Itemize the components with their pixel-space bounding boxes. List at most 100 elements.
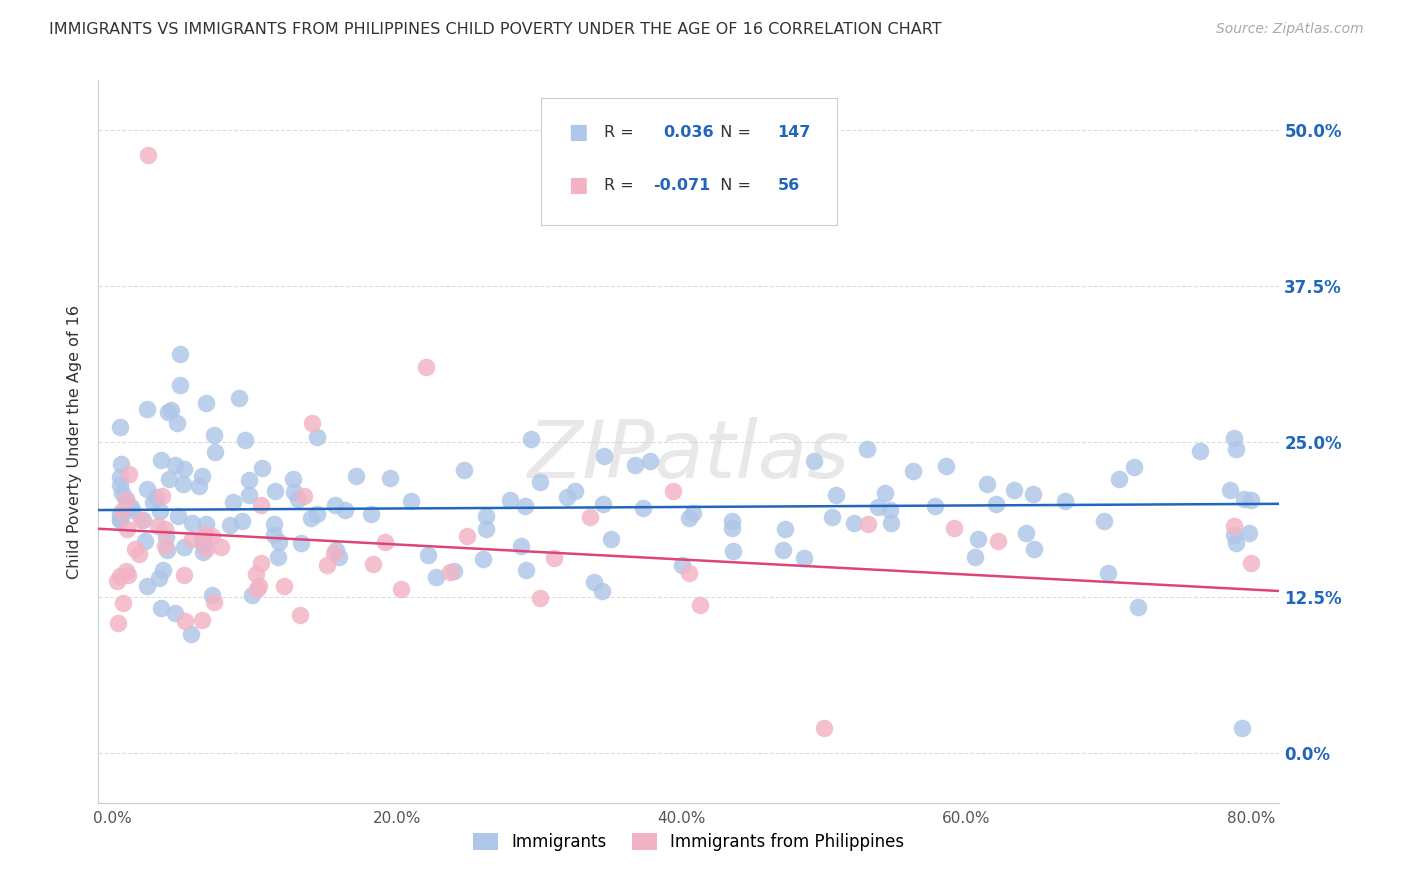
Point — [191, 545, 214, 559]
Point — [115, 493, 138, 508]
Point — [108, 512, 131, 526]
Point — [180, 627, 202, 641]
Point — [416, 548, 439, 562]
Point — [108, 478, 131, 492]
Point — [772, 542, 794, 557]
Point — [135, 402, 157, 417]
Point — [360, 507, 382, 521]
Point — [510, 539, 533, 553]
Point — [150, 600, 173, 615]
Point — [201, 588, 224, 602]
Text: ■: ■ — [568, 175, 588, 195]
Point — [172, 477, 194, 491]
Point — [194, 517, 217, 532]
Point — [1053, 494, 1076, 508]
Point — [325, 543, 347, 558]
Point — [129, 512, 152, 526]
Point — [299, 510, 322, 524]
Point — [118, 467, 141, 482]
Text: 147: 147 — [778, 125, 811, 140]
Point — [115, 564, 138, 578]
Text: 56: 56 — [778, 178, 800, 193]
Point — [1223, 431, 1246, 445]
Point — [399, 493, 422, 508]
Point — [266, 550, 288, 565]
Point — [965, 549, 987, 564]
Point — [287, 492, 309, 507]
Point — [245, 567, 267, 582]
Point — [107, 615, 129, 630]
Point — [1223, 527, 1246, 541]
Point — [108, 569, 131, 583]
Point — [112, 596, 135, 610]
Point — [591, 584, 613, 599]
Point — [204, 445, 226, 459]
Text: IMMIGRANTS VS IMMIGRANTS FROM PHILIPPINES CHILD POVERTY UNDER THE AGE OF 16 CORR: IMMIGRANTS VS IMMIGRANTS FROM PHILIPPINE… — [49, 22, 942, 37]
Point — [443, 564, 465, 578]
Point — [984, 497, 1007, 511]
Text: N =: N = — [710, 178, 756, 193]
Point — [108, 513, 131, 527]
Point — [1022, 487, 1045, 501]
Point — [173, 462, 195, 476]
Point — [194, 542, 217, 557]
Point — [1237, 525, 1260, 540]
Text: N =: N = — [710, 125, 756, 140]
Point — [316, 558, 339, 573]
Point — [155, 530, 177, 544]
Point — [475, 522, 498, 536]
Point — [153, 540, 176, 554]
Point — [267, 534, 290, 549]
Point — [987, 534, 1010, 549]
Point — [374, 535, 396, 549]
Point — [1240, 556, 1263, 570]
Point — [592, 449, 614, 463]
Point — [195, 396, 218, 410]
Point — [156, 542, 179, 557]
Text: R =: R = — [605, 178, 638, 193]
Point — [110, 457, 132, 471]
Point — [288, 608, 311, 623]
Point — [967, 532, 990, 546]
Point — [115, 523, 138, 537]
Point — [671, 558, 693, 572]
Point — [202, 428, 225, 442]
Point — [976, 477, 998, 491]
Point — [803, 453, 825, 467]
Point — [264, 483, 287, 498]
Point — [246, 582, 269, 596]
Point — [678, 510, 700, 524]
Point — [678, 566, 700, 580]
Point — [136, 148, 159, 162]
Point — [145, 490, 167, 504]
Point — [142, 494, 165, 508]
Point — [1097, 566, 1119, 581]
Point — [105, 574, 128, 588]
Point — [456, 529, 478, 543]
Point — [1108, 472, 1130, 486]
Point — [720, 521, 742, 535]
Point — [1123, 460, 1146, 475]
Text: R =: R = — [605, 125, 638, 140]
Point — [167, 509, 190, 524]
Point — [128, 547, 150, 561]
Point — [152, 489, 174, 503]
Point — [301, 416, 323, 430]
Point — [821, 510, 844, 524]
Point — [173, 540, 195, 554]
Point — [132, 513, 155, 527]
Point — [180, 533, 202, 547]
Point — [453, 463, 475, 477]
Point — [163, 607, 186, 621]
Point — [202, 595, 225, 609]
Point — [273, 579, 295, 593]
Point — [108, 507, 131, 521]
Point — [344, 469, 367, 483]
Point — [333, 503, 356, 517]
Point — [322, 546, 344, 560]
Point — [201, 528, 224, 542]
Point — [238, 488, 260, 502]
Point — [240, 588, 263, 602]
Point — [520, 433, 543, 447]
Point — [187, 479, 209, 493]
